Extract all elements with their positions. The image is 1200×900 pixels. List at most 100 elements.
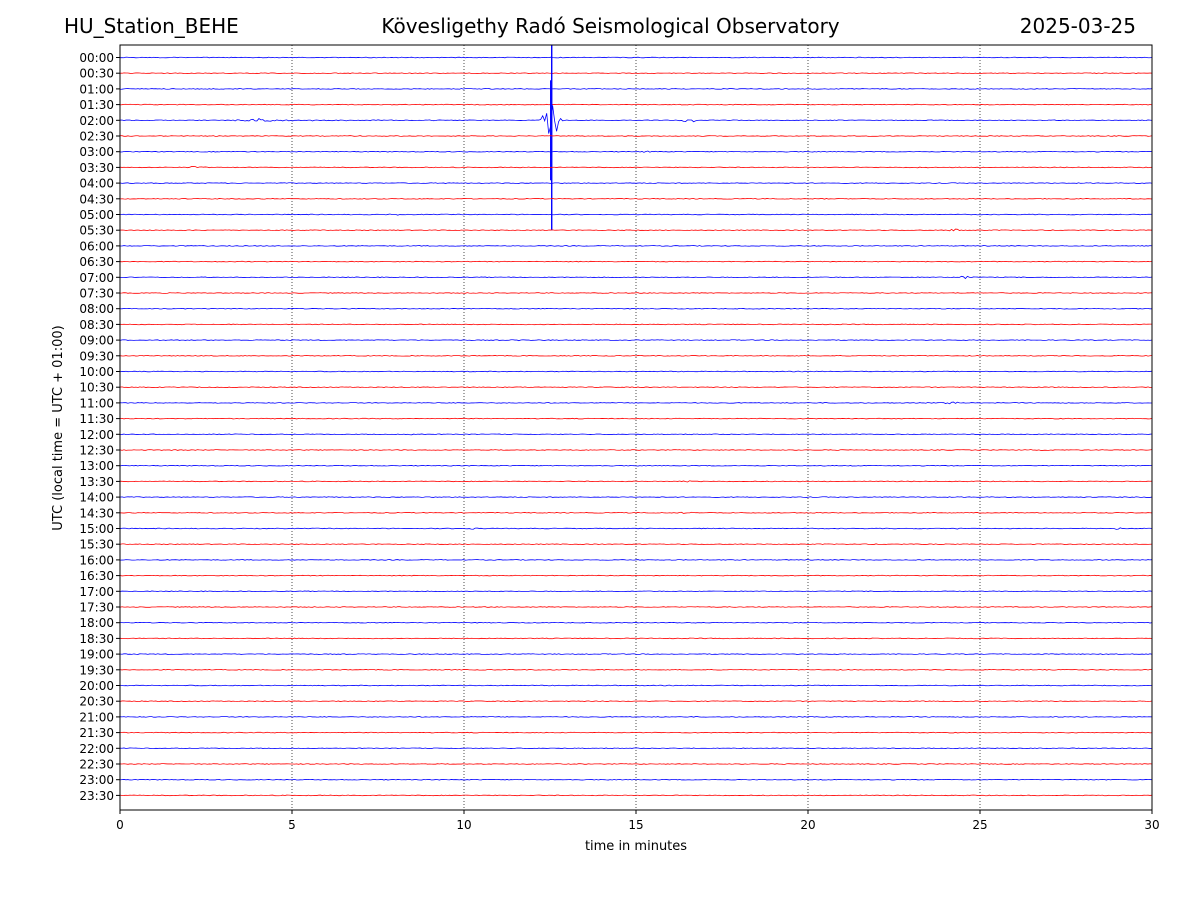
y-tick-label: 10:00 <box>79 365 114 379</box>
trace-2230 <box>119 763 1153 765</box>
y-tick-label: 11:00 <box>79 396 114 410</box>
trace-1430 <box>119 511 1153 514</box>
trace-0400 <box>119 182 1153 184</box>
y-tick-label: 18:30 <box>79 632 114 646</box>
trace-0030 <box>119 72 1153 74</box>
trace-0430 <box>119 198 1153 200</box>
trace-1300 <box>119 464 1153 467</box>
trace-0130 <box>119 103 1153 106</box>
observatory-title: Kövesligethy Radó Seismological Observat… <box>381 14 840 38</box>
trace-0800 <box>119 307 1153 310</box>
y-tick-label: 09:00 <box>79 334 114 348</box>
y-tick-label: 13:00 <box>79 459 114 473</box>
y-tick-label: 15:30 <box>79 538 114 552</box>
y-tick-label: 15:00 <box>79 522 114 536</box>
y-tick-label: 17:30 <box>79 601 114 615</box>
y-tick-label: 10:30 <box>79 381 114 395</box>
y-tick-label: 02:00 <box>79 114 114 128</box>
trace-0500 <box>119 213 1153 216</box>
y-tick-label: 08:30 <box>79 318 114 332</box>
y-tick-label: 05:30 <box>79 224 114 238</box>
trace-0230 <box>119 135 1153 137</box>
y-tick-label: 01:30 <box>79 98 114 112</box>
x-axis-ticks: 0 5 10 15 20 25 30 <box>116 810 1160 832</box>
y-tick-label: 17:00 <box>79 585 114 599</box>
y-tick-label: 11:30 <box>79 412 114 426</box>
trace-1700 <box>119 590 1153 593</box>
trace-0930 <box>119 355 1153 357</box>
y-tick-label: 18:00 <box>79 616 114 630</box>
y-tick-label: 02:30 <box>79 130 114 144</box>
y-tick-label: 12:00 <box>79 428 114 442</box>
x-tick-label: 5 <box>288 818 296 832</box>
trace-1800 <box>119 621 1153 624</box>
trace-2100 <box>119 716 1153 718</box>
trace-1630 <box>119 574 1153 577</box>
x-axis-label: time in minutes <box>585 839 687 854</box>
trace-0330 <box>119 166 1153 169</box>
trace-2130 <box>119 731 1153 734</box>
plot-date: 2025-03-25 <box>1019 14 1136 38</box>
trace-2000 <box>119 684 1153 687</box>
x-tick-label: 30 <box>1144 818 1159 832</box>
x-tick-label: 25 <box>972 818 987 832</box>
y-tick-label: 08:00 <box>79 302 114 316</box>
y-tick-label: 21:00 <box>79 710 114 724</box>
x-tick-label: 0 <box>116 818 124 832</box>
trace-2030 <box>119 700 1153 702</box>
trace-0830 <box>119 323 1153 326</box>
trace-1130 <box>119 417 1153 420</box>
y-tick-label: 19:00 <box>79 648 114 662</box>
y-tick-label: 07:00 <box>79 271 114 285</box>
trace-1000 <box>119 370 1153 373</box>
x-tick-label: 10 <box>456 818 471 832</box>
trace-1100 <box>119 401 1153 405</box>
y-tick-label: 20:00 <box>79 679 114 693</box>
trace-0900 <box>119 339 1153 342</box>
trace-1930 <box>119 669 1153 671</box>
y-tick-label: 22:30 <box>79 758 114 772</box>
seismogram-traces <box>119 45 1153 797</box>
trace-0100 <box>119 88 1153 90</box>
y-tick-label: 04:00 <box>79 177 114 191</box>
trace-1400 <box>119 496 1153 498</box>
y-tick-label: 06:00 <box>79 239 114 253</box>
y-tick-label: 07:30 <box>79 287 114 301</box>
trace-2200 <box>119 747 1153 750</box>
y-tick-label: 12:30 <box>79 444 114 458</box>
y-tick-label: 03:00 <box>79 145 114 159</box>
trace-1500 <box>119 527 1153 530</box>
trace-1530 <box>119 543 1153 545</box>
trace-1900 <box>119 653 1153 655</box>
y-tick-label: 00:30 <box>79 67 114 81</box>
y-tick-label: 03:30 <box>79 161 114 175</box>
y-tick-label: 14:00 <box>79 491 114 505</box>
y-tick-label: 05:00 <box>79 208 114 222</box>
y-axis-label: UTC (local time = UTC + 01:00) <box>51 325 66 530</box>
trace-2330 <box>119 794 1153 797</box>
y-tick-label: 06:30 <box>79 255 114 269</box>
trace-0200 <box>119 105 1153 134</box>
trace-0600 <box>120 245 1153 247</box>
trace-1030 <box>119 386 1153 388</box>
y-tick-label: 16:30 <box>79 569 114 583</box>
trace-0630 <box>119 260 1153 263</box>
station-name: HU_Station_BEHE <box>64 14 239 38</box>
y-tick-label: 00:00 <box>79 51 114 65</box>
y-tick-label: 23:00 <box>79 773 114 787</box>
y-tick-label: 23:30 <box>79 789 114 803</box>
trace-1830 <box>119 637 1153 640</box>
trace-1200 <box>119 433 1153 436</box>
y-tick-label: 19:30 <box>79 663 114 677</box>
y-tick-label: 04:30 <box>79 192 114 206</box>
trace-0730 <box>119 292 1153 294</box>
y-tick-label: 20:30 <box>79 695 114 709</box>
trace-0700 <box>119 275 1153 280</box>
trace-1230 <box>119 449 1153 451</box>
x-tick-label: 15 <box>628 818 643 832</box>
y-tick-label: 09:30 <box>79 349 114 363</box>
y-tick-label: 22:00 <box>79 742 114 756</box>
trace-1600 <box>119 559 1153 561</box>
